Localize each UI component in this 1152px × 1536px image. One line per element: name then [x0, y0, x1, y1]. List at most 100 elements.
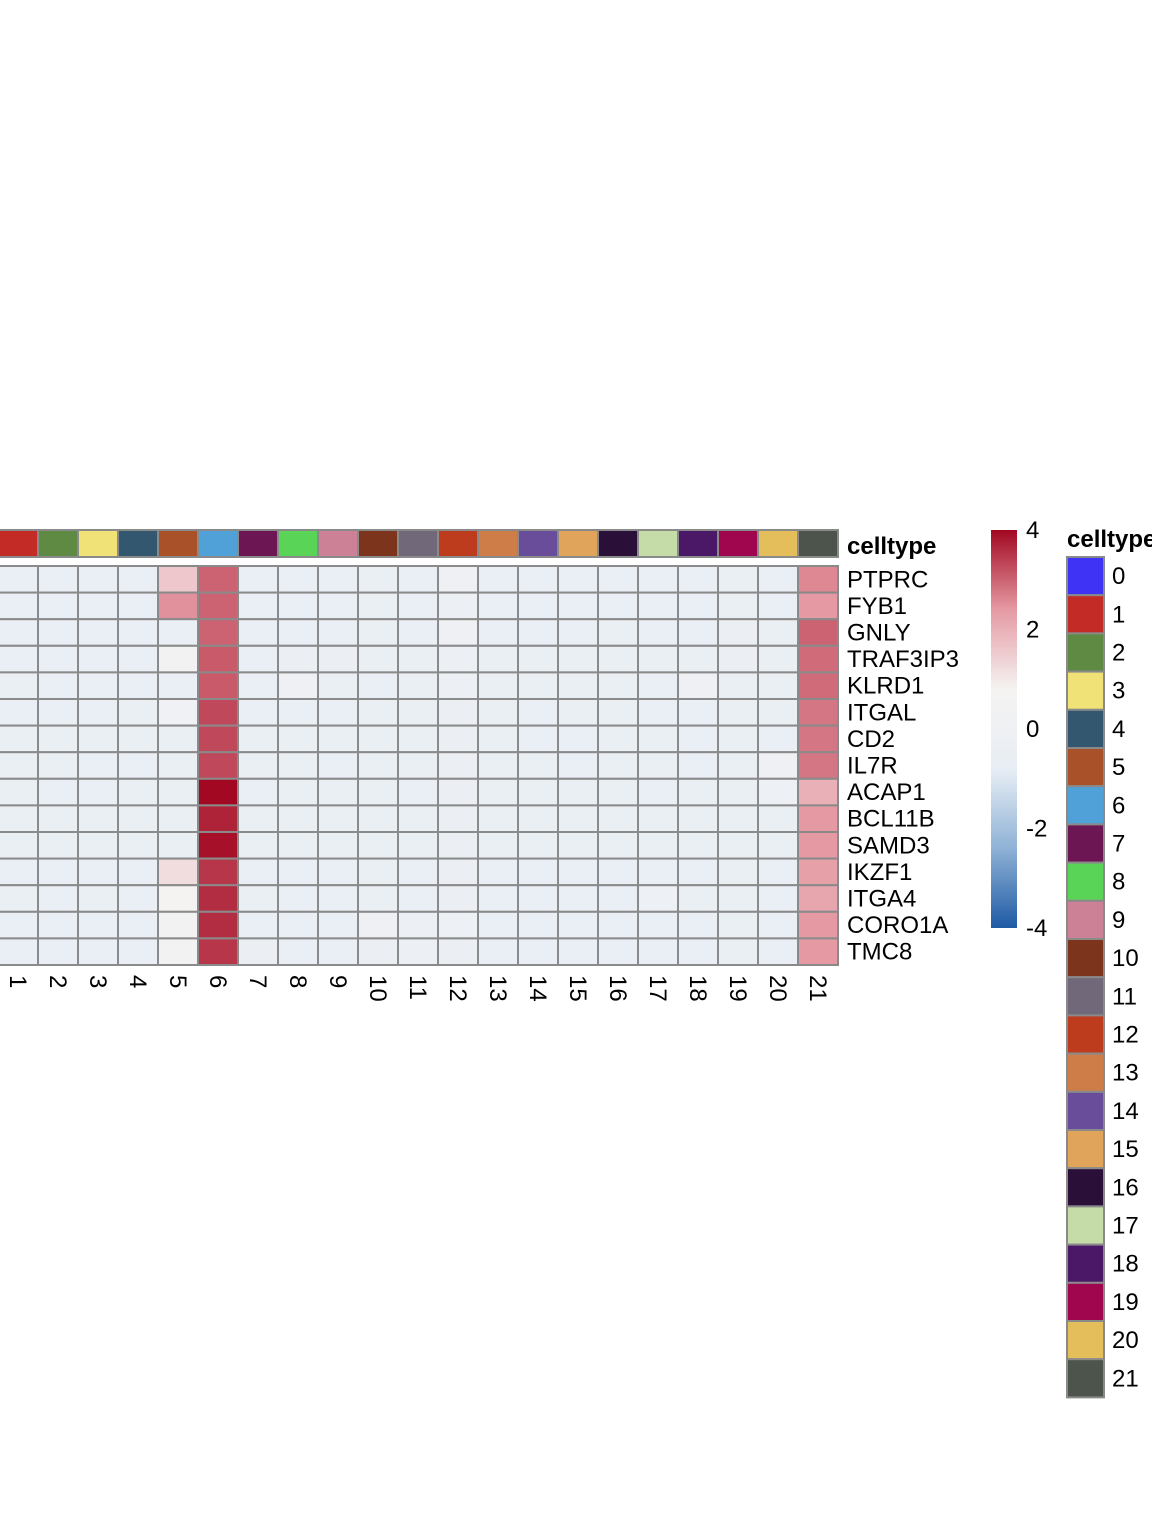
heatmap-cell	[0, 884, 39, 913]
row-label: PTPRC	[847, 566, 928, 593]
heatmap-cell	[557, 831, 599, 860]
heatmap-cell	[157, 618, 199, 647]
heatmap-cell	[437, 937, 479, 967]
heatmap-cell	[157, 910, 199, 940]
legend-swatch	[1066, 1090, 1105, 1132]
heatmap-cell	[717, 884, 759, 913]
heatmap-cell	[317, 591, 359, 621]
heatmap-cell	[517, 857, 559, 887]
heatmap-cell	[197, 910, 239, 940]
legend-swatch	[1066, 708, 1105, 749]
heatmap-cell	[717, 910, 759, 940]
heatmap-cell	[597, 937, 639, 967]
heatmap-cell	[197, 751, 239, 780]
legend-label: 18	[1112, 1251, 1139, 1278]
annotation-cell-4	[117, 529, 159, 558]
heatmap-cell	[637, 884, 679, 913]
heatmap-cell	[37, 910, 79, 940]
heatmap-cell	[37, 777, 79, 807]
heatmap-cell	[277, 591, 319, 621]
heatmap-cell	[677, 565, 719, 594]
annotation-cell-21	[797, 529, 839, 558]
heatmap-cell	[797, 910, 839, 940]
heatmap-cell	[677, 671, 719, 701]
heatmap-cell	[717, 724, 759, 754]
heatmap-cell	[237, 751, 279, 780]
column-label: 12	[444, 975, 471, 1002]
heatmap-cell	[277, 565, 319, 594]
heatmap-cell	[237, 884, 279, 913]
heatmap-cell	[437, 565, 479, 594]
heatmap-cell	[557, 937, 599, 967]
heatmap-cell	[517, 804, 559, 834]
heatmap-cell	[37, 804, 79, 834]
heatmap-cell	[117, 618, 159, 647]
heatmap-cell	[237, 644, 279, 674]
heatmap-cell	[0, 751, 39, 780]
color-scale-bar	[991, 530, 1017, 928]
heatmap-cell	[37, 618, 79, 647]
heatmap-cell	[637, 777, 679, 807]
heatmap-cell	[77, 751, 119, 780]
heatmap-cell	[77, 671, 119, 701]
column-label: 21	[804, 975, 831, 1002]
heatmap-cell	[37, 698, 79, 727]
heatmap-cell	[357, 671, 399, 701]
heatmap-cell	[477, 910, 519, 940]
heatmap-cell	[597, 671, 639, 701]
heatmap-cell	[557, 565, 599, 594]
heatmap-cell	[557, 884, 599, 913]
annotation-cell-6	[197, 529, 239, 558]
heatmap-cell	[397, 644, 439, 674]
heatmap-cell	[797, 644, 839, 674]
heatmap-cell	[37, 644, 79, 674]
heatmap-cell	[557, 591, 599, 621]
heatmap-cell	[317, 724, 359, 754]
heatmap-cell	[597, 698, 639, 727]
heatmap-cell	[77, 618, 119, 647]
row-label: SAMD3	[847, 832, 930, 859]
legend-label: 2	[1112, 640, 1125, 667]
column-label: 14	[524, 975, 551, 1002]
legend-swatch	[1066, 976, 1105, 1017]
heatmap-cell	[677, 591, 719, 621]
heatmap-cell	[0, 698, 39, 727]
heatmap-cell	[77, 910, 119, 940]
heatmap-cell	[0, 591, 39, 621]
heatmap-cell	[0, 937, 39, 967]
heatmap-cell	[397, 777, 439, 807]
heatmap-cell	[157, 698, 199, 727]
row-label: ITGAL	[847, 699, 916, 726]
heatmap-cell	[0, 724, 39, 754]
heatmap-cell	[637, 565, 679, 594]
heatmap-cell	[357, 884, 399, 913]
heatmap-cell	[717, 804, 759, 834]
legend-swatch	[1066, 747, 1105, 788]
heatmap-cell	[557, 777, 599, 807]
row-label: GNLY	[847, 620, 911, 647]
column-label: 8	[284, 975, 311, 988]
column-label: 6	[204, 975, 231, 988]
legend-label: 17	[1112, 1213, 1139, 1240]
annotation-cell-19	[717, 529, 759, 558]
heatmap-cell	[557, 618, 599, 647]
heatmap-cell	[517, 591, 559, 621]
row-label: FYB1	[847, 593, 907, 620]
row-label: KLRD1	[847, 673, 924, 700]
heatmap-cell	[717, 937, 759, 967]
heatmap-cell	[757, 884, 799, 913]
heatmap-cell	[277, 671, 319, 701]
heatmap-cell	[77, 591, 119, 621]
annotation-cell-17	[637, 529, 679, 558]
column-label: 4	[124, 975, 151, 988]
heatmap-cell	[117, 751, 159, 780]
heatmap-cell	[317, 565, 359, 594]
legend-swatch	[1066, 1014, 1105, 1055]
heatmap-cell	[677, 804, 719, 834]
heatmap-cell	[557, 804, 599, 834]
heatmap-cell	[237, 831, 279, 860]
heatmap-cell	[317, 857, 359, 887]
heatmap-cell	[277, 698, 319, 727]
celltype-annotation-row	[0, 529, 839, 558]
